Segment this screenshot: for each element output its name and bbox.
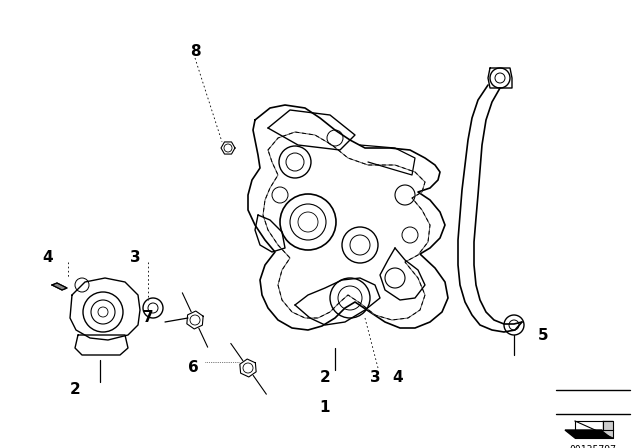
Text: 3: 3 bbox=[370, 370, 380, 385]
Text: 2: 2 bbox=[70, 383, 81, 397]
Polygon shape bbox=[52, 283, 67, 290]
Text: 7: 7 bbox=[143, 310, 154, 326]
Text: 4: 4 bbox=[393, 370, 403, 385]
Polygon shape bbox=[52, 283, 67, 290]
Text: 5: 5 bbox=[538, 327, 548, 343]
Text: 8: 8 bbox=[189, 44, 200, 60]
Text: 2: 2 bbox=[319, 370, 330, 385]
Text: 6: 6 bbox=[188, 361, 198, 375]
Text: 4: 4 bbox=[43, 250, 53, 266]
Polygon shape bbox=[565, 430, 613, 438]
Polygon shape bbox=[603, 421, 613, 438]
Text: 1: 1 bbox=[320, 401, 330, 415]
Text: 00135797: 00135797 bbox=[570, 445, 616, 448]
Text: 3: 3 bbox=[130, 250, 140, 266]
